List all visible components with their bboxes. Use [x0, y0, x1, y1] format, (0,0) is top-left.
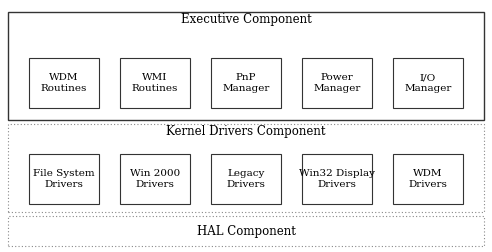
Bar — [8, 216, 484, 246]
Text: I/O
Manager: I/O Manager — [404, 73, 452, 93]
Bar — [211, 154, 281, 204]
Text: Executive Component: Executive Component — [181, 14, 311, 26]
Bar — [393, 58, 463, 108]
Text: Win32 Display
Drivers: Win32 Display Drivers — [299, 169, 375, 189]
Bar — [120, 58, 190, 108]
Text: Power
Manager: Power Manager — [313, 73, 361, 93]
Text: PnP
Manager: PnP Manager — [222, 73, 270, 93]
Bar — [29, 154, 99, 204]
Text: WDM
Routines: WDM Routines — [41, 73, 87, 93]
Text: HAL Component: HAL Component — [197, 225, 295, 237]
Bar — [8, 12, 484, 120]
Text: WMI
Routines: WMI Routines — [132, 73, 178, 93]
Bar — [8, 124, 484, 212]
Text: Kernel Drivers Component: Kernel Drivers Component — [166, 125, 326, 139]
Bar — [393, 154, 463, 204]
Bar — [302, 154, 372, 204]
Bar — [302, 58, 372, 108]
Bar — [120, 154, 190, 204]
Text: WDM
Drivers: WDM Drivers — [408, 169, 447, 189]
Text: Legacy
Drivers: Legacy Drivers — [226, 169, 266, 189]
Text: File System
Drivers: File System Drivers — [33, 169, 95, 189]
Text: Win 2000
Drivers: Win 2000 Drivers — [130, 169, 180, 189]
Bar — [29, 58, 99, 108]
Bar — [211, 58, 281, 108]
